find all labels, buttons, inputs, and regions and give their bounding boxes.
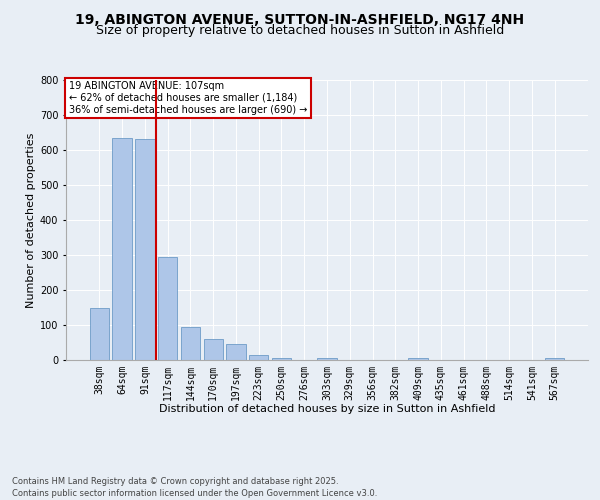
Text: Size of property relative to detached houses in Sutton in Ashfield: Size of property relative to detached ho… xyxy=(96,24,504,37)
Bar xyxy=(90,308,109,360)
Y-axis label: Number of detached properties: Number of detached properties xyxy=(26,132,35,308)
Bar xyxy=(226,344,245,360)
Bar xyxy=(249,355,268,360)
Text: 19, ABINGTON AVENUE, SUTTON-IN-ASHFIELD, NG17 4NH: 19, ABINGTON AVENUE, SUTTON-IN-ASHFIELD,… xyxy=(76,12,524,26)
Bar xyxy=(545,358,564,360)
Bar xyxy=(112,138,132,360)
Bar xyxy=(181,327,200,360)
Text: Contains HM Land Registry data © Crown copyright and database right 2025.
Contai: Contains HM Land Registry data © Crown c… xyxy=(12,476,377,498)
Bar xyxy=(409,358,428,360)
X-axis label: Distribution of detached houses by size in Sutton in Ashfield: Distribution of detached houses by size … xyxy=(159,404,495,414)
Bar xyxy=(135,140,155,360)
Text: 19 ABINGTON AVENUE: 107sqm
← 62% of detached houses are smaller (1,184)
36% of s: 19 ABINGTON AVENUE: 107sqm ← 62% of deta… xyxy=(68,82,307,114)
Bar xyxy=(203,339,223,360)
Bar xyxy=(158,257,178,360)
Bar xyxy=(317,358,337,360)
Bar xyxy=(272,358,291,360)
